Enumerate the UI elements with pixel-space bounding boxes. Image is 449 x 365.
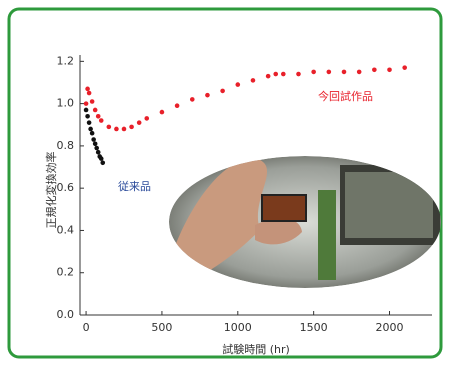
data-point xyxy=(122,127,127,132)
data-point xyxy=(99,156,104,161)
x-axis-label: 試験時間 (hr) xyxy=(222,342,290,356)
data-point xyxy=(85,114,90,119)
data-point xyxy=(93,141,98,146)
data-point xyxy=(90,131,95,136)
data-point xyxy=(85,87,90,92)
data-point xyxy=(87,91,92,96)
data-point xyxy=(342,70,347,75)
data-point xyxy=(402,65,407,70)
x-tick-label: 2000 xyxy=(376,321,404,334)
data-point xyxy=(251,78,256,83)
data-point xyxy=(87,120,92,125)
data-point xyxy=(93,108,98,113)
data-point xyxy=(100,161,105,166)
data-point xyxy=(327,70,332,75)
data-point xyxy=(84,101,89,106)
data-point xyxy=(281,72,286,77)
data-point xyxy=(96,114,101,119)
x-tick-label: 0 xyxy=(83,321,90,334)
data-point xyxy=(273,72,278,77)
data-point xyxy=(296,72,301,77)
x-tick-label: 1500 xyxy=(300,321,328,334)
chart: 正規化変換効率 試験時間 (hr) 0.00.20.40.60.81.01.20… xyxy=(0,0,449,365)
data-point xyxy=(91,137,96,142)
data-point xyxy=(88,127,93,132)
data-point xyxy=(175,103,180,108)
data-point xyxy=(144,116,149,121)
y-tick-label: 0.2 xyxy=(57,266,75,279)
data-point xyxy=(235,82,240,87)
series-label: 従来品 xyxy=(118,180,151,193)
y-tick-label: 1.0 xyxy=(57,97,75,110)
data-point xyxy=(190,97,195,102)
data-point xyxy=(84,108,89,113)
x-tick-label: 1000 xyxy=(224,321,252,334)
y-tick-label: 0.6 xyxy=(57,181,75,194)
data-point xyxy=(96,150,101,155)
data-point xyxy=(387,67,392,72)
data-point xyxy=(107,125,112,130)
data-point xyxy=(114,127,119,132)
data-point xyxy=(129,125,134,130)
data-point xyxy=(266,74,271,79)
data-point xyxy=(90,99,95,104)
data-point xyxy=(94,146,99,151)
data-point xyxy=(220,89,225,94)
x-tick-label: 500 xyxy=(151,321,172,334)
series-label: 今回試作品 xyxy=(318,89,373,103)
data-point xyxy=(160,110,165,115)
data-point xyxy=(205,93,210,98)
y-tick-label: 0.8 xyxy=(57,139,75,152)
y-tick-label: 0.0 xyxy=(57,308,75,321)
data-point xyxy=(357,70,362,75)
data-point xyxy=(372,67,377,72)
y-tick-label: 1.2 xyxy=(57,54,75,67)
data-point xyxy=(311,70,316,75)
data-point xyxy=(137,120,142,125)
data-point xyxy=(99,118,104,123)
y-tick-label: 0.4 xyxy=(57,223,75,236)
